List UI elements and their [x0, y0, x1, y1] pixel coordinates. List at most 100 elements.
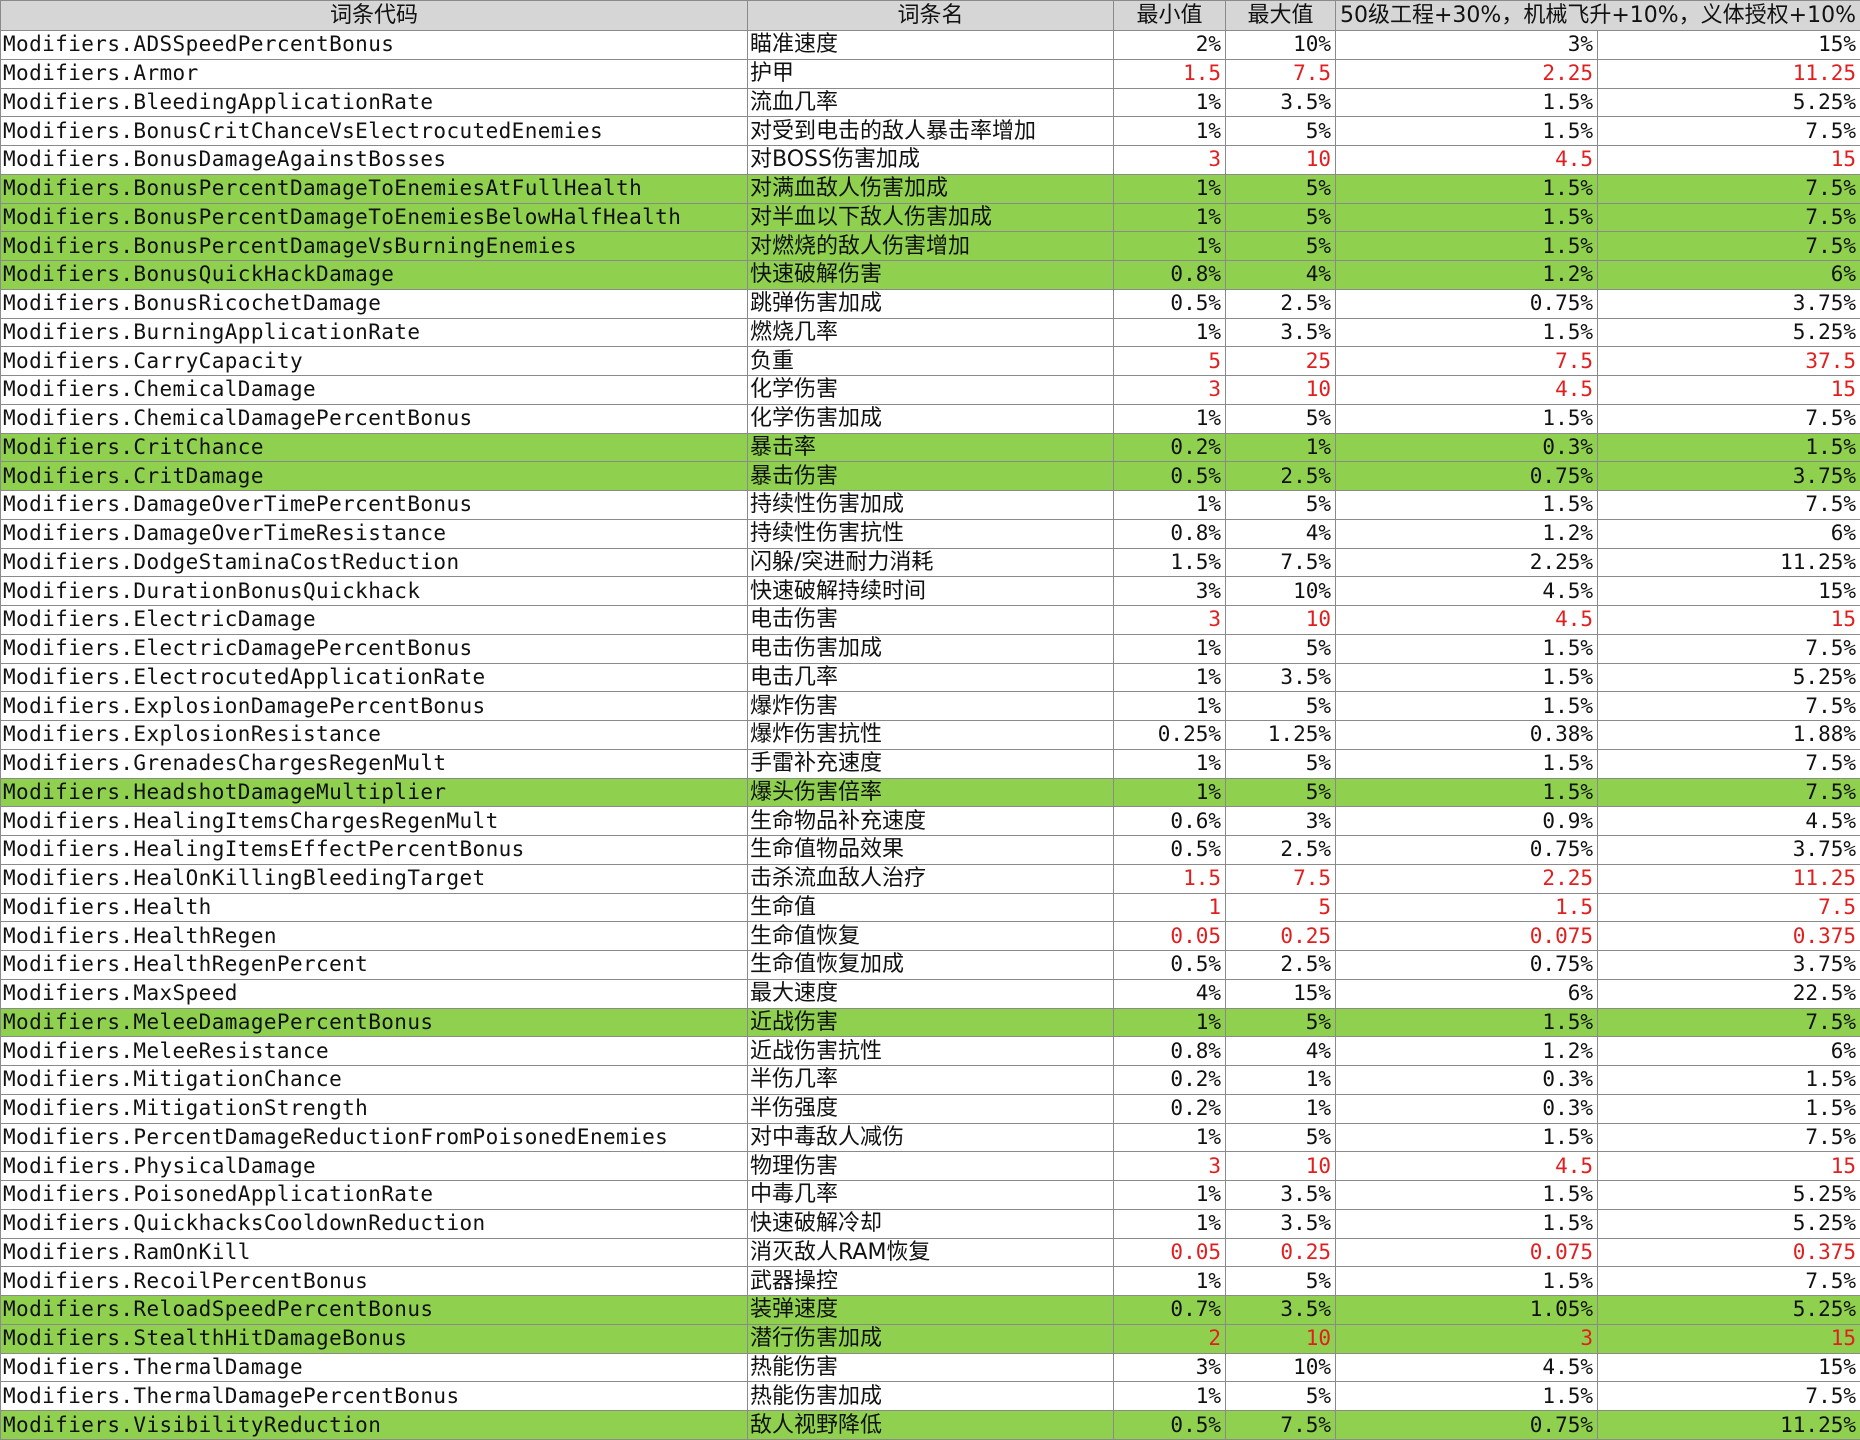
cell-scaled-value-alt[interactable]: 5.25% [1597, 1208, 1860, 1239]
cell-scaled-value-alt[interactable]: 6% [1597, 1036, 1860, 1066]
cell-scaled-value[interactable]: 1.5% [1335, 748, 1598, 779]
cell-code[interactable]: Modifiers.PoisonedApplicationRate [0, 1180, 748, 1210]
cell-max[interactable]: 7.5% [1225, 547, 1336, 578]
cell-code[interactable]: Modifiers.Armor [0, 58, 748, 89]
cell-name[interactable]: 生命值恢复 [747, 921, 1114, 951]
cell-code[interactable]: Modifiers.CritChance [0, 432, 748, 463]
cell-name[interactable]: 爆炸伤害抗性 [747, 720, 1114, 750]
cell-name[interactable]: 电击伤害加成 [747, 633, 1114, 664]
cell-scaled-value[interactable]: 0.3% [1335, 1065, 1598, 1095]
cell-max[interactable]: 1% [1225, 1065, 1336, 1095]
cell-min[interactable]: 0.2% [1113, 1093, 1226, 1124]
cell-name[interactable]: 对BOSS伤害加成 [747, 145, 1114, 175]
cell-scaled-value-alt[interactable]: 7.5% [1597, 403, 1860, 434]
cell-scaled-value[interactable]: 1.5% [1335, 777, 1598, 808]
cell-code[interactable]: Modifiers.DodgeStaminaCostReduction [0, 547, 748, 578]
cell-max[interactable]: 4% [1225, 518, 1336, 549]
cell-name[interactable]: 负重 [747, 346, 1114, 376]
cell-scaled-value[interactable]: 6% [1335, 978, 1598, 1009]
cell-scaled-value[interactable]: 1.5% [1335, 1266, 1598, 1296]
cell-min[interactable]: 0.5% [1113, 461, 1226, 491]
cell-scaled-value-alt[interactable]: 7.5% [1597, 633, 1860, 664]
cell-max[interactable]: 5% [1225, 777, 1336, 808]
cell-max[interactable]: 15% [1225, 978, 1336, 1009]
cell-name[interactable]: 爆炸伤害 [747, 691, 1114, 721]
cell-scaled-value[interactable]: 2.25 [1335, 58, 1598, 89]
cell-scaled-value-alt[interactable]: 5.25% [1597, 87, 1860, 118]
cell-min[interactable]: 3 [1113, 375, 1226, 405]
cell-max[interactable]: 5% [1225, 202, 1336, 233]
cell-name[interactable]: 生命值 [747, 892, 1114, 923]
cell-name[interactable]: 对受到电击的敌人暴击率增加 [747, 116, 1114, 146]
cell-max[interactable]: 7.5% [1225, 1410, 1336, 1440]
cell-scaled-value-alt[interactable]: 15 [1597, 605, 1860, 635]
cell-scaled-value-alt[interactable]: 7.5% [1597, 231, 1860, 261]
cell-scaled-value-alt[interactable]: 7.5% [1597, 490, 1860, 520]
cell-max[interactable]: 10% [1225, 30, 1336, 60]
cell-max[interactable]: 10 [1225, 1151, 1336, 1181]
cell-max[interactable]: 2.5% [1225, 461, 1336, 491]
cell-min[interactable]: 0.7% [1113, 1295, 1226, 1325]
cell-scaled-value-alt[interactable]: 3.75% [1597, 288, 1860, 319]
cell-code[interactable]: Modifiers.ExplosionResistance [0, 720, 748, 750]
cell-max[interactable]: 5% [1225, 1122, 1336, 1153]
header-scaled-values[interactable]: 50级工程+30%，机械飞升+10%，义体授权+10% [1335, 0, 1860, 31]
cell-scaled-value-alt[interactable]: 15% [1597, 1352, 1860, 1383]
cell-scaled-value-alt[interactable]: 7.5% [1597, 1266, 1860, 1296]
cell-min[interactable]: 0.2% [1113, 1065, 1226, 1095]
cell-code[interactable]: Modifiers.ReloadSpeedPercentBonus [0, 1295, 748, 1325]
cell-name[interactable]: 护甲 [747, 58, 1114, 89]
cell-max[interactable]: 3.5% [1225, 87, 1336, 118]
cell-code[interactable]: Modifiers.BleedingApplicationRate [0, 87, 748, 118]
cell-name[interactable]: 电击几率 [747, 662, 1114, 693]
cell-max[interactable]: 10 [1225, 1323, 1336, 1354]
cell-min[interactable]: 3 [1113, 145, 1226, 175]
cell-max[interactable]: 2.5% [1225, 288, 1336, 319]
cell-code[interactable]: Modifiers.HealthRegen [0, 921, 748, 951]
cell-code[interactable]: Modifiers.BonusDamageAgainstBosses [0, 145, 748, 175]
cell-code[interactable]: Modifiers.ChemicalDamagePercentBonus [0, 403, 748, 434]
cell-code[interactable]: Modifiers.MeleeDamagePercentBonus [0, 1007, 748, 1038]
cell-scaled-value-alt[interactable]: 1.5% [1597, 432, 1860, 463]
cell-scaled-value[interactable]: 4.5 [1335, 375, 1598, 405]
cell-max[interactable]: 4% [1225, 260, 1336, 290]
cell-code[interactable]: Modifiers.ExplosionDamagePercentBonus [0, 691, 748, 721]
cell-name[interactable]: 暴击伤害 [747, 461, 1114, 491]
cell-scaled-value-alt[interactable]: 7.5 [1597, 892, 1860, 923]
cell-scaled-value-alt[interactable]: 0.375 [1597, 1237, 1860, 1268]
cell-scaled-value-alt[interactable]: 4.5% [1597, 806, 1860, 836]
cell-max[interactable]: 1.25% [1225, 720, 1336, 750]
cell-scaled-value[interactable]: 1.5% [1335, 173, 1598, 204]
cell-name[interactable]: 爆头伤害倍率 [747, 777, 1114, 808]
cell-scaled-value[interactable]: 4.5 [1335, 145, 1598, 175]
cell-max[interactable]: 10 [1225, 375, 1336, 405]
cell-scaled-value[interactable]: 1.5 [1335, 892, 1598, 923]
cell-code[interactable]: Modifiers.QuickhacksCooldownReduction [0, 1208, 748, 1239]
cell-name[interactable]: 闪躲/突进耐力消耗 [747, 547, 1114, 578]
cell-code[interactable]: Modifiers.BonusPercentDamageToEnemiesAtF… [0, 173, 748, 204]
cell-min[interactable]: 1% [1113, 1381, 1226, 1411]
cell-code[interactable]: Modifiers.BonusCritChanceVsElectrocutedE… [0, 116, 748, 146]
cell-max[interactable]: 3% [1225, 806, 1336, 836]
cell-name[interactable]: 化学伤害加成 [747, 403, 1114, 434]
cell-scaled-value[interactable]: 3 [1335, 1323, 1598, 1354]
cell-code[interactable]: Modifiers.MitigationStrength [0, 1093, 748, 1124]
cell-code[interactable]: Modifiers.BonusPercentDamageVsBurningEne… [0, 231, 748, 261]
cell-code[interactable]: Modifiers.DamageOverTimeResistance [0, 518, 748, 549]
cell-max[interactable]: 3.5% [1225, 1180, 1336, 1210]
cell-scaled-value[interactable]: 1.5% [1335, 662, 1598, 693]
cell-scaled-value-alt[interactable]: 3.75% [1597, 835, 1860, 865]
header-max[interactable]: 最大值 [1225, 0, 1336, 31]
cell-scaled-value[interactable]: 0.75% [1335, 1410, 1598, 1440]
cell-code[interactable]: Modifiers.DamageOverTimePercentBonus [0, 490, 748, 520]
cell-min[interactable]: 0.2% [1113, 432, 1226, 463]
cell-code[interactable]: Modifiers.DurationBonusQuickhack [0, 576, 748, 606]
cell-min[interactable]: 1% [1113, 317, 1226, 348]
cell-scaled-value[interactable]: 1.05% [1335, 1295, 1598, 1325]
cell-name[interactable]: 快速破解冷却 [747, 1208, 1114, 1239]
cell-scaled-value-alt[interactable]: 1.88% [1597, 720, 1860, 750]
cell-name[interactable]: 武器操控 [747, 1266, 1114, 1296]
cell-name[interactable]: 敌人视野降低 [747, 1410, 1114, 1440]
cell-code[interactable]: Modifiers.BurningApplicationRate [0, 317, 748, 348]
cell-scaled-value-alt[interactable]: 15% [1597, 576, 1860, 606]
